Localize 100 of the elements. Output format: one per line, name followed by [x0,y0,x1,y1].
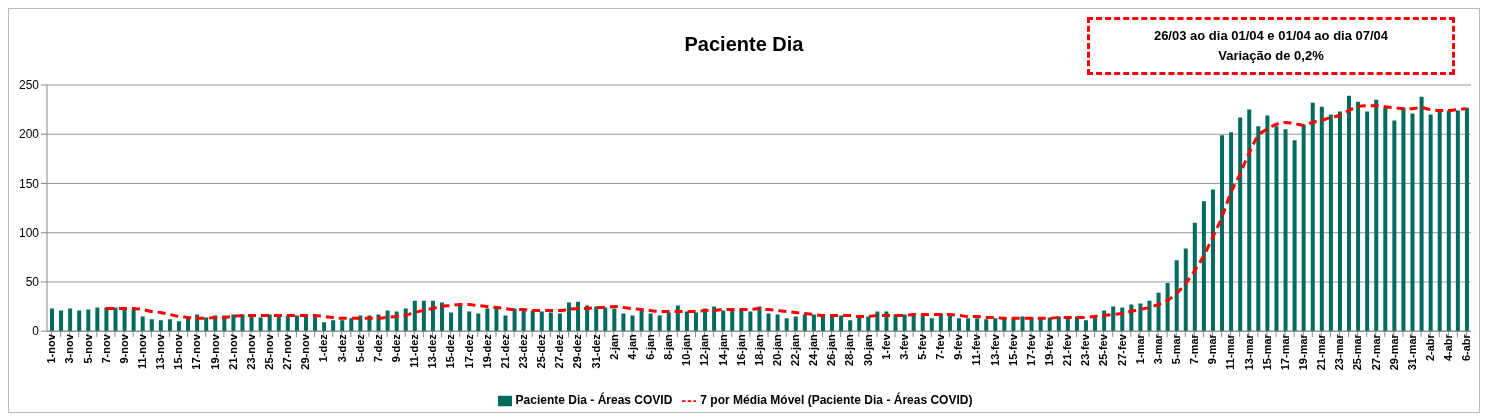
x-tick-label: 6-abr [1460,333,1473,362]
x-tick-label: 13-dez [426,333,439,369]
bar [1165,282,1170,332]
x-tick-label: 24-jan [807,333,820,366]
x-tick-label: 29-nov [299,333,312,370]
bar [1265,115,1270,332]
bar [594,306,599,332]
x-tick-label: 17-dez [462,333,475,369]
bar [1201,201,1206,332]
x-tick-label: 25-mar [1351,333,1364,371]
bar [1156,292,1161,332]
x-tick-label: 23-nov [244,333,257,370]
x-tick-label: 15-nov [172,333,185,370]
bar [512,308,517,332]
bar [1238,117,1243,332]
x-tick-label: 2-jan [607,333,620,360]
chart-title: Paciente Dia [684,33,804,55]
bar [1047,317,1052,332]
bar [503,315,508,332]
bar [50,308,54,332]
note-box: 26/03 ao dia 01/04 e 01/04 ao dia 07/04 Variação de 0,2% [1087,17,1455,75]
bar [721,310,726,332]
x-tick-label: 21-fev [1061,333,1074,366]
x-tick-label: 3-mar [1151,333,1164,365]
x-tick-label: 3-dez [335,333,348,363]
bar [1374,99,1379,332]
bar [204,317,209,332]
bar [548,312,553,332]
x-tick-label: 11-nov [136,333,149,370]
x-tick-label: 11-dez [408,333,421,368]
x-tick-label: 17-mar [1278,333,1291,371]
bar [1319,106,1324,332]
bar [1074,316,1079,332]
bar [1174,260,1179,332]
x-tick-label: 23-dez [516,333,529,369]
bar [866,316,871,332]
bar [784,318,789,332]
x-tick-label: 13-nov [154,333,167,370]
bar [1220,135,1225,332]
x-tick-label: 5-nov [81,333,94,364]
bar [612,308,617,332]
bar [285,315,290,332]
x-tick-label: 13-mar [1242,333,1255,371]
bar [1410,113,1415,332]
x-tick-label: 9-fev [952,333,965,360]
bar [258,317,263,332]
bar [358,315,363,332]
x-tick-label: 27-fev [1115,333,1128,366]
bar [693,312,698,332]
bar [975,318,980,332]
bar [1356,101,1361,332]
x-tick-label: 13-fev [988,333,1001,366]
bar [421,300,426,332]
x-tick-label: 5-mar [1170,333,1183,365]
x-tick-label: 16-jan [734,333,747,366]
bar [739,309,744,332]
x-tick-label: 11-mar [1224,333,1237,370]
bar [666,312,671,332]
bar [539,311,544,332]
bar [657,315,662,332]
x-tick-label: 20-jan [770,333,783,366]
bar [1455,110,1460,332]
bar [1229,132,1234,332]
bar [748,311,753,332]
bar [1138,303,1143,332]
bar [294,315,299,332]
bar [86,309,91,332]
x-tick-label: 30-jan [861,333,874,366]
bar [131,309,136,332]
x-tick-label: 19-nov [208,333,221,370]
bar [848,320,853,332]
bar [902,314,907,332]
x-tick-label: 15-dez [444,333,457,369]
x-tick-label: 4-abr [1442,333,1455,362]
y-tick-label: 100 [18,225,40,240]
x-tick-label: 19-dez [480,333,493,369]
bar [1192,222,1197,332]
bar [1210,189,1215,332]
x-tick-label: 17-fev [1024,333,1037,366]
bar [857,317,862,332]
bar [303,316,308,332]
x-tick-label: 15-mar [1260,333,1273,371]
bar [648,313,653,332]
x-tick-label: 9-mar [1206,333,1219,365]
bar [802,314,807,332]
x-tick-label: 1-mar [1133,333,1146,365]
bar [1310,102,1315,332]
x-tick-label: 14-jan [716,333,729,366]
bar [1365,111,1370,332]
bar [875,311,880,332]
bar [1111,306,1116,332]
bar [603,307,608,332]
bar [775,314,780,332]
bar [793,316,798,332]
bar [1301,124,1306,332]
y-tick-label: 250 [18,78,40,93]
x-tick-label: 23-mar [1333,333,1346,371]
bar [630,315,635,332]
bar [494,308,499,332]
bar [712,306,717,332]
